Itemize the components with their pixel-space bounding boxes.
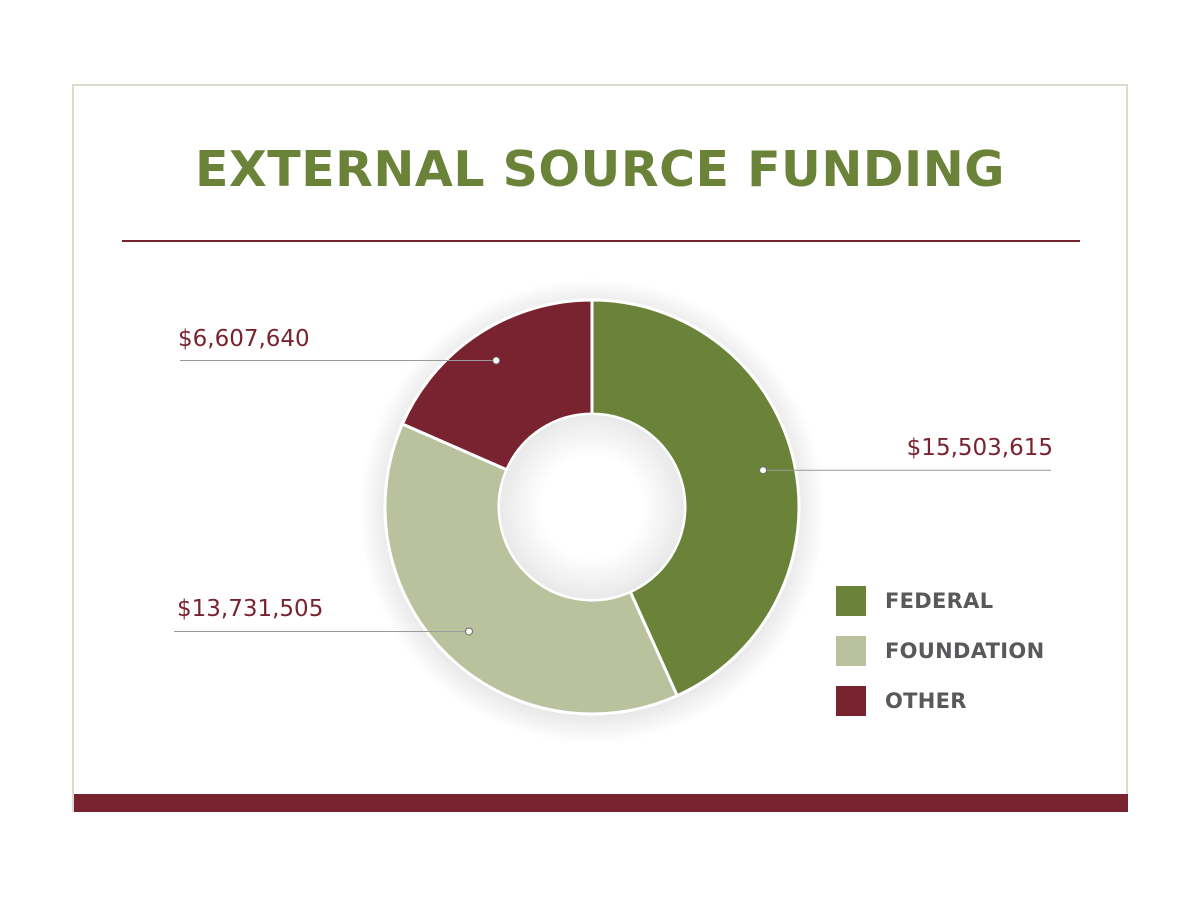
legend-swatch-federal bbox=[836, 586, 866, 616]
slice-label-federal: $15,503,615 bbox=[906, 435, 1053, 462]
legend-swatch-other bbox=[836, 686, 866, 716]
slice-label-foundation: $13,731,505 bbox=[177, 596, 324, 623]
donut-slice-federal bbox=[590, 298, 801, 698]
legend-label-other: OTHER bbox=[885, 689, 967, 713]
legend-item-foundation: FOUNDATION bbox=[836, 636, 1044, 666]
leader-dot-other bbox=[492, 356, 501, 365]
donut-slice-foundation bbox=[383, 422, 679, 716]
leader-dot-foundation bbox=[464, 627, 473, 636]
slice-label-other: $6,607,640 bbox=[178, 325, 310, 352]
donut-hole bbox=[500, 415, 684, 599]
legend-label-foundation: FOUNDATION bbox=[885, 639, 1045, 663]
chart-title: EXTERNAL SOURCE FUNDING bbox=[195, 141, 1005, 198]
legend-label-federal: FEDERAL bbox=[885, 589, 994, 613]
legend-item-other: OTHER bbox=[836, 686, 967, 716]
footer-bar bbox=[74, 794, 1128, 812]
legend-item-federal: FEDERAL bbox=[836, 586, 993, 616]
title-divider bbox=[122, 240, 1080, 242]
donut-slice-other bbox=[400, 298, 594, 472]
leader-dot-federal bbox=[759, 466, 768, 475]
legend-swatch-foundation bbox=[836, 636, 866, 666]
